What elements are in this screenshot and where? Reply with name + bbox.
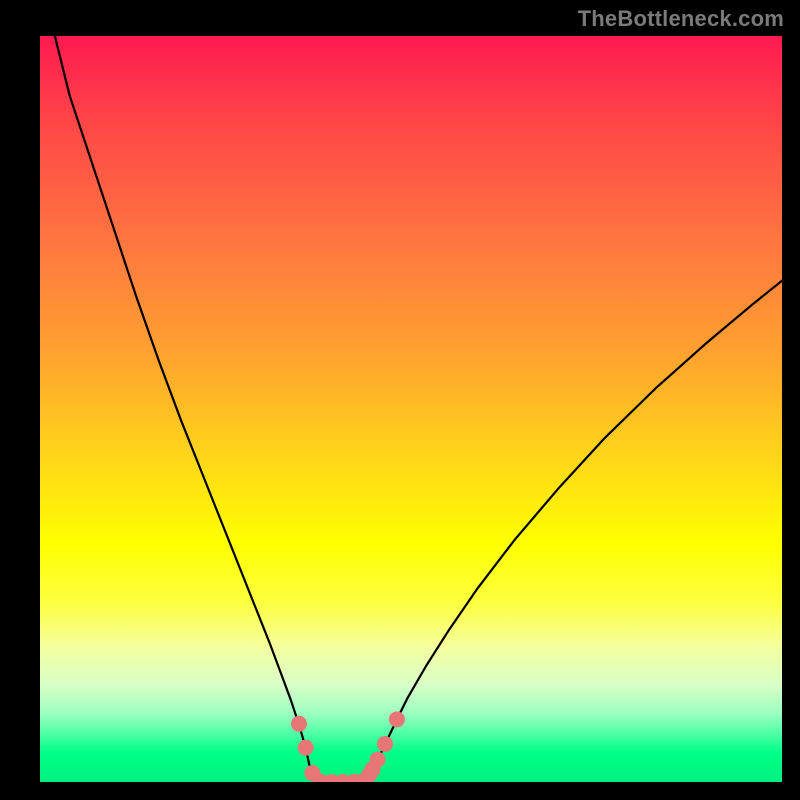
marker-layer: [291, 712, 404, 782]
chart-frame: TheBottleneck.com: [0, 0, 800, 800]
curve-right-branch: [364, 281, 782, 781]
data-marker: [370, 752, 385, 767]
data-marker: [389, 712, 404, 727]
curve-left-branch: [55, 36, 318, 781]
data-marker: [378, 736, 393, 751]
data-marker: [298, 740, 313, 755]
plot-area: [40, 36, 782, 782]
curve-layer: [55, 36, 782, 782]
watermark-text: TheBottleneck.com: [578, 6, 784, 32]
data-marker: [291, 716, 306, 731]
chart-svg: [40, 36, 782, 782]
